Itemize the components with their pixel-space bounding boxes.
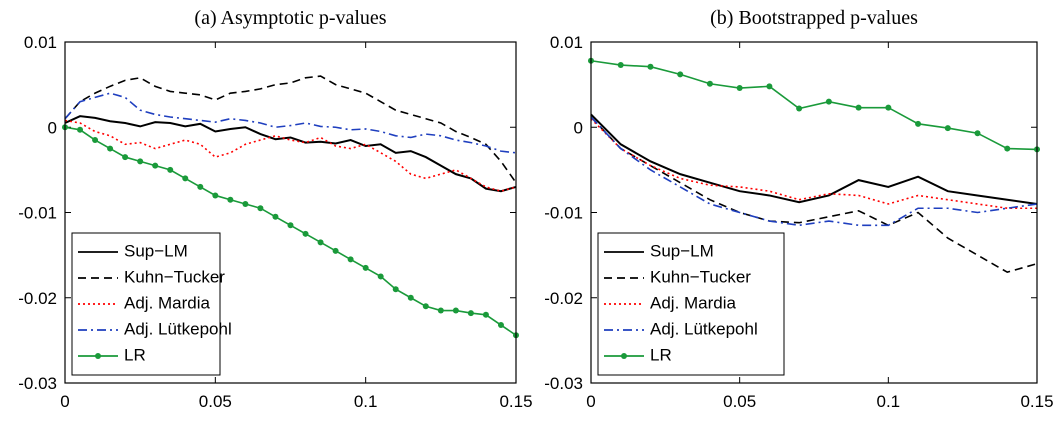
legend-label: Sup−LM [650, 241, 714, 260]
marker [885, 104, 892, 111]
axes-frame [64, 41, 517, 384]
panel-title: (b) Bootstrapped p-values [710, 7, 918, 29]
marker [242, 200, 249, 207]
marker [347, 256, 354, 263]
x-tick-label: 0.15 [499, 392, 532, 411]
marker [677, 71, 684, 78]
marker [617, 62, 624, 69]
y-tick-label: -0.02 [544, 289, 583, 308]
y-tick-label: -0.03 [18, 374, 57, 393]
marker [855, 104, 862, 111]
marker [796, 105, 803, 112]
marker [332, 247, 339, 254]
series-line [64, 119, 517, 193]
panel-title: (a) Asymptotic p-values [194, 7, 386, 29]
marker [974, 130, 981, 137]
y-tick-label: -0.01 [18, 204, 57, 223]
legend-label: Adj. Lütkepohl [650, 319, 758, 338]
marker [392, 286, 399, 293]
series-line [590, 116, 1038, 274]
series-line [64, 75, 517, 184]
series-line [64, 115, 517, 193]
marker [167, 166, 174, 173]
y-tick-label: 0 [48, 118, 57, 137]
y-tick-label: -0.03 [544, 374, 583, 393]
x-tick-label: 0 [586, 392, 595, 411]
series-line [590, 113, 1038, 205]
marker [107, 145, 114, 152]
x-tick-label: 0.15 [1020, 392, 1053, 411]
panel: (b) Bootstrapped p-values -0.03 -0.02 -0.01… [544, 7, 1053, 411]
marker [287, 222, 294, 229]
series-line [590, 116, 1038, 227]
legend-label: Sup−LM [124, 241, 188, 260]
marker [766, 83, 773, 90]
legend-marker [95, 353, 101, 359]
marker [944, 125, 951, 132]
marker [437, 307, 444, 314]
x-tick-label: 0 [60, 392, 69, 411]
legend-label: LR [650, 345, 672, 364]
x-tick-label: 0.05 [199, 392, 232, 411]
series-line [590, 118, 1037, 210]
panel: (a) Asymptotic p-values -0.03 -0.02 -0.01 0 0… [18, 7, 532, 411]
marker [915, 120, 922, 127]
marker [272, 213, 279, 220]
y-tick-label: -0.02 [18, 289, 57, 308]
marker [182, 175, 189, 182]
marker [257, 205, 264, 212]
marker [497, 322, 504, 329]
legend-label: Adj. Lütkepohl [124, 319, 232, 338]
marker [736, 85, 743, 92]
legend-marker [621, 353, 627, 359]
marker [152, 162, 159, 169]
legend-box [71, 232, 221, 376]
legend-label: Kuhn−Tucker [124, 267, 225, 286]
y-tick-label: 0 [574, 118, 583, 137]
marker [92, 137, 99, 144]
marker [706, 80, 713, 87]
legend-label: Adj. Mardia [124, 293, 211, 312]
marker [422, 303, 429, 310]
marker [227, 196, 234, 203]
marker [302, 230, 309, 237]
marker [197, 183, 204, 190]
y-tick-label: 0.01 [550, 33, 583, 52]
marker [317, 239, 324, 246]
marker [482, 311, 489, 318]
marker [77, 126, 84, 133]
x-tick-label: 0.1 [877, 392, 901, 411]
legend-label: Adj. Mardia [650, 293, 737, 312]
series-line [590, 59, 1038, 151]
marker [647, 63, 654, 70]
legend-label: LR [124, 345, 146, 364]
y-tick-label: -0.01 [544, 204, 583, 223]
y-tick-label: 0.01 [24, 33, 57, 52]
marker [452, 307, 459, 314]
marker [407, 294, 414, 301]
marker [362, 264, 369, 271]
marker [1004, 145, 1011, 152]
axes-frame [590, 41, 1038, 384]
x-tick-label: 0.05 [723, 392, 756, 411]
series-line [64, 92, 517, 154]
marker [137, 158, 144, 165]
legend-label: Kuhn−Tucker [650, 267, 751, 286]
marker [212, 192, 219, 199]
marker [825, 98, 832, 105]
marker [377, 273, 384, 280]
x-tick-label: 0.1 [354, 392, 378, 411]
marker [467, 310, 474, 317]
marker [122, 154, 129, 161]
